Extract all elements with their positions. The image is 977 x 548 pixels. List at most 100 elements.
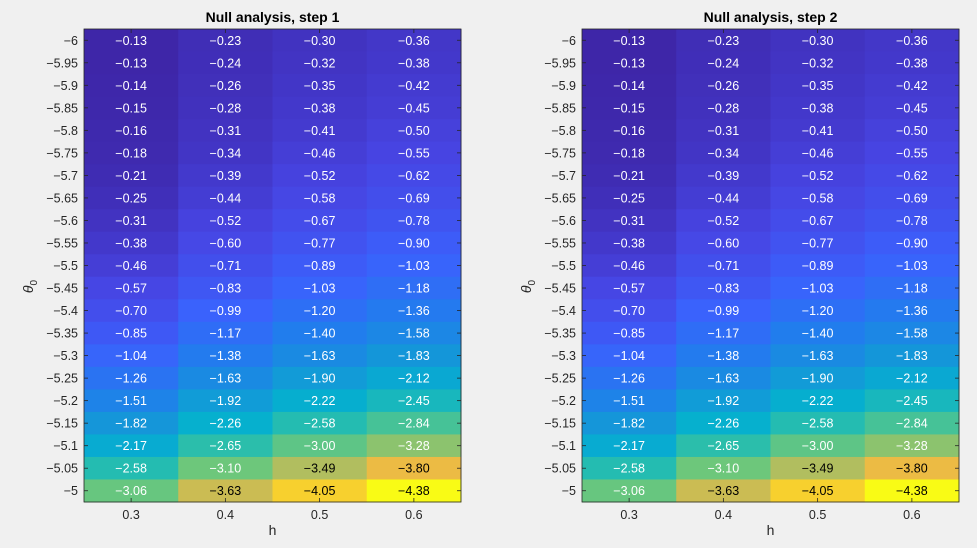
heatmap-panel-1: −0.13 −0.23 −0.30 −0.36 −0.13 −0.24 −0.32 −0.38… — [20, 9, 462, 538]
cell-value-label: −0.13 — [613, 56, 645, 70]
heatmap-cell — [864, 141, 960, 165]
cell-value-label: −2.12 — [896, 372, 928, 386]
cell-value-label: −1.36 — [398, 304, 430, 318]
cell-value-label: −1.17 — [210, 327, 242, 341]
heatmap-cell — [864, 96, 960, 120]
heatmap-cell — [178, 456, 273, 480]
cell-value-label: −2.26 — [210, 417, 242, 431]
x-tick-label: 0.6 — [903, 508, 920, 522]
y-tick-label: −5.95 — [544, 56, 576, 70]
cell-value-label: −1.03 — [896, 259, 928, 273]
heatmap-cell — [84, 96, 179, 120]
chart-title: Null analysis, step 1 — [206, 9, 340, 25]
cell-value-label: −3.28 — [896, 439, 928, 453]
cell-value-label: −2.26 — [708, 417, 740, 431]
cell-value-label: −1.40 — [304, 327, 336, 341]
heatmap-cell — [770, 209, 866, 233]
heatmap-cell — [770, 479, 866, 503]
heatmap-cell — [178, 479, 273, 503]
heatmap-cell — [864, 74, 960, 98]
heatmap-cell — [366, 254, 462, 278]
x-axis-label: h — [269, 522, 277, 538]
heatmap-cell — [582, 434, 677, 458]
cell-value-label: −0.28 — [708, 101, 740, 115]
cell-value-label: −0.39 — [210, 169, 242, 183]
x-tick-label: 0.5 — [311, 508, 328, 522]
y-tick-label: −5.65 — [46, 191, 78, 205]
y-tick-label: −5.1 — [53, 439, 78, 453]
heatmap-cell — [864, 434, 960, 458]
heatmap-cell — [676, 299, 771, 323]
cell-value-label: −2.65 — [708, 439, 740, 453]
cell-value-label: −0.32 — [802, 56, 834, 70]
cell-value-label: −0.78 — [896, 214, 928, 228]
cell-value-label: −3.28 — [398, 439, 430, 453]
cell-value-label: −0.21 — [613, 169, 645, 183]
heatmap-cell — [178, 209, 273, 233]
heatmap-cell — [84, 389, 179, 413]
heatmap-cell — [582, 164, 677, 188]
y-tick-label: −5.8 — [53, 124, 78, 138]
cell-value-label: −3.49 — [304, 462, 336, 476]
heatmap-cell — [84, 411, 179, 435]
cell-value-label: −3.06 — [613, 484, 645, 498]
heatmap-cell — [272, 254, 368, 278]
y-tick-label: −5.9 — [551, 79, 576, 93]
heatmap-cell — [676, 321, 771, 345]
heatmap-cell — [770, 456, 866, 480]
cell-value-label: −3.00 — [304, 439, 336, 453]
cell-value-label: −0.99 — [210, 304, 242, 318]
cell-value-label: −0.15 — [115, 101, 147, 115]
y-tick-label: −5.85 — [544, 101, 576, 115]
cell-value-label: −1.03 — [304, 282, 336, 296]
heatmap-cell — [178, 186, 273, 210]
cell-value-label: −0.60 — [210, 236, 242, 250]
heatmap-cell — [84, 434, 179, 458]
cell-value-label: −1.18 — [896, 282, 928, 296]
heatmap-cell — [864, 231, 960, 255]
cell-value-label: −0.67 — [802, 214, 834, 228]
y-tick-label: −5.35 — [46, 327, 78, 341]
heatmap-cell — [178, 299, 273, 323]
cell-value-label: −0.35 — [304, 79, 336, 93]
cell-value-label: −1.58 — [398, 327, 430, 341]
heatmap-cell — [676, 141, 771, 165]
heatmap-cell — [864, 366, 960, 390]
heatmap-cell — [676, 254, 771, 278]
y-axis-label: θ0 — [20, 279, 40, 293]
cell-value-label: −2.17 — [613, 439, 645, 453]
heatmap-cell — [676, 164, 771, 188]
cell-value-label: −1.51 — [115, 394, 147, 408]
cell-value-label: −0.28 — [210, 101, 242, 115]
y-tick-label: −5.75 — [46, 146, 78, 160]
heatmap-cell — [864, 479, 960, 503]
chart-title: Null analysis, step 2 — [704, 9, 838, 25]
heatmap-cell — [582, 141, 677, 165]
heatmap-cell — [84, 186, 179, 210]
cell-value-label: −0.23 — [210, 34, 242, 48]
heatmap-cell — [770, 29, 866, 53]
cell-value-label: −0.50 — [398, 124, 430, 138]
cell-value-label: −0.45 — [896, 101, 928, 115]
cell-value-label: −0.50 — [896, 124, 928, 138]
cell-value-label: −1.63 — [210, 372, 242, 386]
heatmap-cell — [178, 164, 273, 188]
y-tick-label: −5.15 — [46, 417, 78, 431]
heatmap-cell — [582, 366, 677, 390]
y-tick-label: −5 — [562, 484, 576, 498]
cell-value-label: −1.17 — [708, 327, 740, 341]
heatmap-cell — [864, 456, 960, 480]
heatmap-cell — [582, 321, 677, 345]
heatmap-cell — [676, 389, 771, 413]
heatmap-cell — [366, 29, 462, 53]
cell-value-label: −0.14 — [115, 79, 147, 93]
heatmap-cell — [770, 299, 866, 323]
cell-value-label: −0.13 — [115, 34, 147, 48]
cell-value-label: −1.82 — [613, 417, 645, 431]
cell-value-label: −1.51 — [613, 394, 645, 408]
heatmap-cell — [582, 186, 677, 210]
cell-value-label: −0.71 — [210, 259, 242, 273]
y-tick-label: −5.7 — [53, 169, 78, 183]
heatmap-cell — [84, 299, 179, 323]
